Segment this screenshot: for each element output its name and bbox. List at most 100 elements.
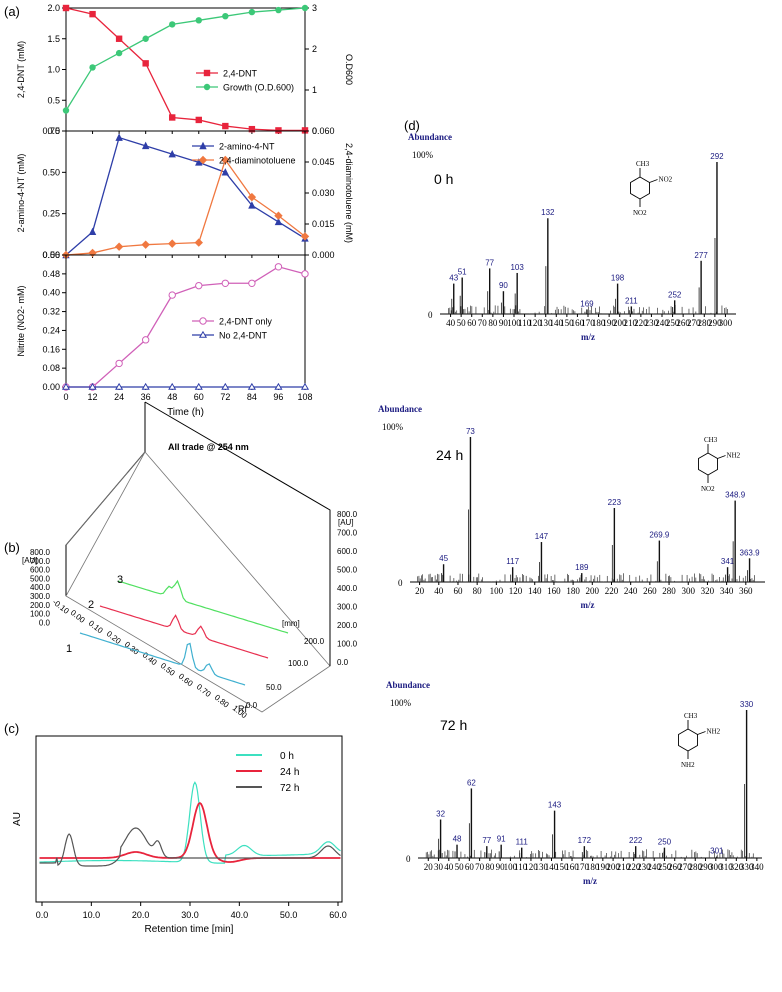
x-tick-label: 30.0 <box>181 910 199 920</box>
legend-label: 2,4-DNT only <box>219 317 272 327</box>
rf-tick-label: 0.10 <box>87 619 105 636</box>
data-point <box>194 238 203 247</box>
x-axis-label: Time (h) <box>167 407 204 418</box>
x-tick-label: 320 <box>730 862 744 872</box>
au-tick-right: 200.0 <box>337 621 358 630</box>
x-tick-label: 170 <box>576 862 590 872</box>
x-tick-label: 40.0 <box>231 910 249 920</box>
x-tick-label: 260 <box>668 862 682 872</box>
x-tick-label: 250 <box>658 862 672 872</box>
peak-label: 132 <box>541 208 555 217</box>
data-point <box>169 114 176 121</box>
au-tick-right: 100.0 <box>337 640 358 649</box>
rf-tick-label: 0.00 <box>69 608 87 625</box>
x-tick-label: 0.0 <box>36 910 49 920</box>
y-tick-label: 0.50 <box>42 167 60 177</box>
x-tick-label: 110 <box>514 862 528 872</box>
x-tick-label: 100 <box>490 586 504 596</box>
data-point <box>88 382 97 390</box>
au-tick-right: 800.0 <box>337 510 358 519</box>
x-tick-label: 12 <box>88 392 98 402</box>
legend-label: 24 h <box>280 767 299 778</box>
x-tick-label: 260 <box>676 318 690 328</box>
data-point <box>115 35 123 42</box>
legend-label: 2,4-diaminotoluene <box>219 156 296 166</box>
mm-label: [mm] <box>282 619 300 628</box>
x-tick-label: 130 <box>539 318 553 328</box>
y-tick-label: 0.0 <box>47 126 60 136</box>
au-tick-right: 300.0 <box>337 603 358 612</box>
data-point <box>221 168 230 176</box>
plot-frame <box>65 7 306 132</box>
x-axis-label: m/z <box>581 332 595 342</box>
x-tick-label: 40 <box>434 586 444 596</box>
peak-label: 32 <box>436 810 445 819</box>
rf-axis-label: Rf <box>238 704 247 714</box>
x-tick-label: 200 <box>586 586 600 596</box>
data-point <box>300 382 310 390</box>
x-tick-label: 220 <box>627 862 641 872</box>
data-point <box>141 382 150 390</box>
rf-tick-label: 0.30 <box>123 640 141 657</box>
x-tick-label: 90 <box>499 318 509 328</box>
y-tick-label: 1.5 <box>47 34 60 44</box>
data-point <box>274 382 283 390</box>
x-tick-label: 240 <box>655 318 669 328</box>
y-tick-label: 0.48 <box>42 269 60 279</box>
x-tick-label: 140 <box>550 318 564 328</box>
x-axis-label: Retention time [min] <box>145 924 234 935</box>
peak-label: 111 <box>516 838 529 847</box>
box-left-top <box>65 451 146 546</box>
x-tick-label: 290 <box>708 318 722 328</box>
x-tick-label: 40 <box>444 862 454 872</box>
au-tick-left: 500.0 <box>30 574 51 583</box>
data-point <box>221 382 230 390</box>
x-tick-label: 24 <box>114 392 124 402</box>
methyl-label: CH3 <box>684 712 698 720</box>
data-point <box>194 382 203 390</box>
y-axis-label: Abundance <box>378 404 422 414</box>
x-axis-label: m/z <box>581 600 595 610</box>
x-tick-label: 280 <box>662 586 676 596</box>
data-point <box>62 4 70 12</box>
x-tick-label: 80 <box>485 862 495 872</box>
y2-axis-label: 2,4-diaminotoluene (mM) <box>344 143 354 243</box>
sub2-label: NO2 <box>633 209 647 217</box>
series-line-0 <box>65 136 306 256</box>
x-tick-label: 72 <box>220 392 230 402</box>
x-tick-label: 180 <box>586 862 600 872</box>
peak-label: 117 <box>506 557 519 566</box>
data-point <box>222 122 229 130</box>
data-point <box>89 10 96 18</box>
au-tick-right: 0.0 <box>337 658 349 667</box>
legend-marker <box>199 317 207 325</box>
benzene-ring <box>678 728 698 752</box>
x-tick-label: 190 <box>602 318 616 328</box>
data-point <box>88 227 97 236</box>
peak-label: 90 <box>499 281 508 290</box>
x-tick-label: 330 <box>740 862 754 872</box>
x-tick-label: 340 <box>720 586 734 596</box>
peak-label: 269.9 <box>649 531 670 540</box>
legend-marker <box>203 69 211 77</box>
peak-label: 43 <box>449 274 458 283</box>
peak-label: 252 <box>668 290 682 299</box>
sub1-label: NH2 <box>727 452 741 460</box>
data-point <box>168 291 176 299</box>
peak-label: 341 <box>721 557 735 566</box>
data-point <box>300 232 310 241</box>
x-tick-label: 360 <box>739 586 753 596</box>
y-100-label: 100% <box>412 150 434 160</box>
mm-tick-label: 0.0 <box>246 701 258 710</box>
y2-tick-label: 3 <box>312 3 317 13</box>
y2-tick-label: 2 <box>312 44 317 54</box>
au-tick-left: 400.0 <box>30 583 51 592</box>
legend-marker <box>199 141 207 150</box>
data-point <box>141 336 150 344</box>
x-tick-label: 30 <box>434 862 444 872</box>
plot-frame <box>35 735 343 903</box>
sub2-label: NH2 <box>681 761 695 769</box>
y-zero-label: 0 <box>398 578 403 588</box>
au-tick-right: 600.0 <box>337 547 358 556</box>
chart-d2-ms-24h: Abundance 100% 0 20 40 60 80 100 120 140 160 180 200… <box>378 404 765 610</box>
